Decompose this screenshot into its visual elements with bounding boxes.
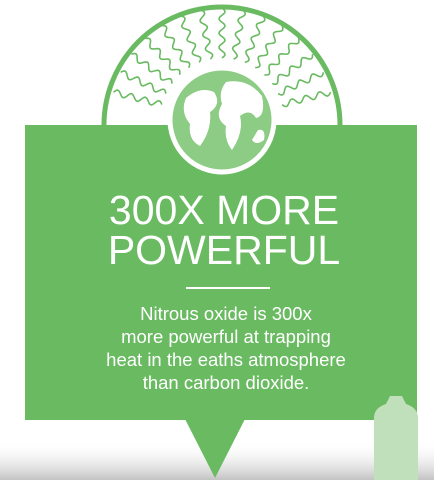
- body-line: more powerful at trapping: [121, 326, 331, 347]
- heat-wave: [131, 52, 173, 84]
- heat-wave: [199, 9, 214, 60]
- heat-wave: [255, 25, 284, 69]
- heat-wave: [264, 38, 300, 76]
- bottle-shape: [374, 396, 418, 480]
- globe: [167, 65, 277, 175]
- heat-wave: [145, 37, 181, 75]
- body-line: Nitrous oxide is 300x: [140, 303, 312, 324]
- headline-line: 300X MORE: [109, 187, 339, 233]
- body-line: heat in the eaths atmosphere: [106, 349, 346, 370]
- callout-pointer: [185, 419, 245, 478]
- heat-wave: [281, 91, 332, 108]
- heat-wave: [113, 89, 163, 106]
- heat-wave: [277, 72, 325, 96]
- heat-wave: [244, 15, 266, 64]
- heat-wave: [180, 15, 202, 63]
- heat-wave: [271, 54, 314, 86]
- headline-line: POWERFUL: [108, 227, 340, 273]
- heat-wave: [161, 24, 191, 68]
- heat-waves: [113, 7, 332, 108]
- heat-wave: [231, 9, 247, 60]
- body-line: than carbon dioxide.: [143, 372, 310, 393]
- heat-wave: [218, 7, 226, 59]
- arc: [101, 4, 343, 126]
- heat-wave: [120, 70, 167, 94]
